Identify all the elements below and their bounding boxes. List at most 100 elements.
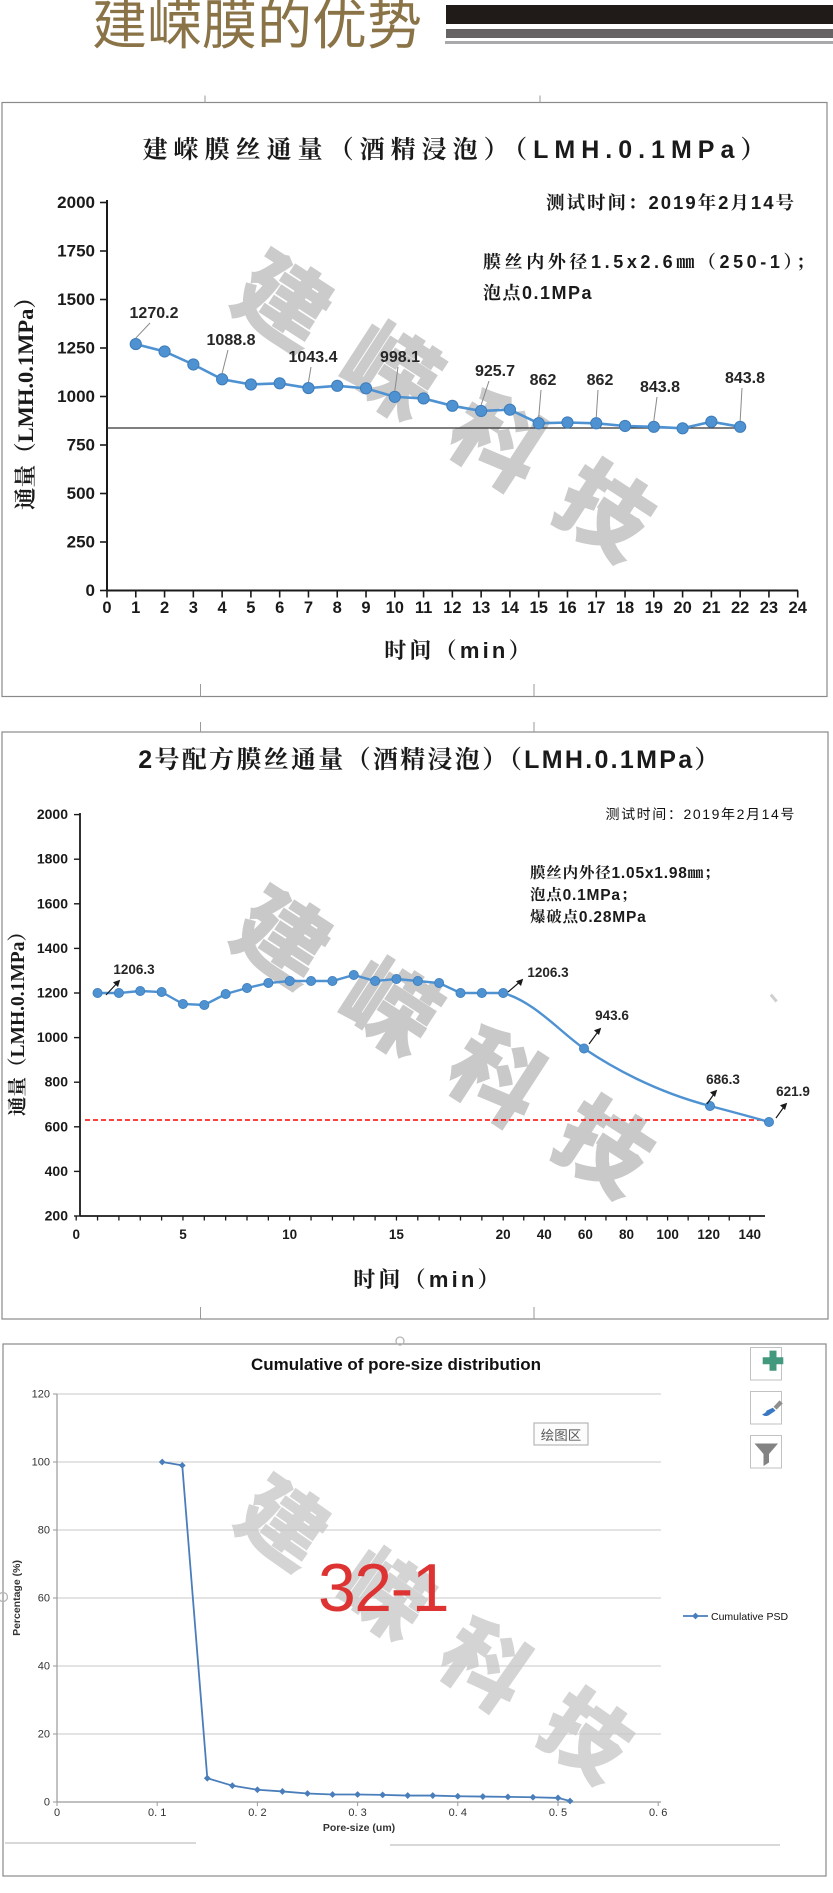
svg-text:0: 0 <box>44 1797 50 1809</box>
svg-text:10: 10 <box>386 599 404 617</box>
svg-text:1250: 1250 <box>57 339 95 358</box>
svg-text:4: 4 <box>218 599 228 617</box>
svg-text:膜丝内外径1.5x2.6㎜（250-1）；: 膜丝内外径1.5x2.6㎜（250-1）； <box>483 248 818 274</box>
svg-text:24: 24 <box>789 599 808 617</box>
svg-text:5: 5 <box>179 1227 187 1242</box>
svg-text:绘图区: 绘图区 <box>541 1424 582 1444</box>
svg-text:0. 1: 0. 1 <box>148 1807 166 1819</box>
svg-text:1206.3: 1206.3 <box>113 962 155 977</box>
svg-text:1088.8: 1088.8 <box>207 332 256 349</box>
svg-text:20: 20 <box>38 1729 50 1741</box>
svg-text:750: 750 <box>67 436 95 455</box>
svg-text:15: 15 <box>389 1227 405 1242</box>
svg-text:100: 100 <box>32 1457 50 1469</box>
svg-text:1043.4: 1043.4 <box>289 349 338 366</box>
svg-text:120: 120 <box>32 1389 50 1401</box>
svg-text:100: 100 <box>656 1227 679 1242</box>
svg-text:1400: 1400 <box>37 940 68 956</box>
svg-text:Percentage (%): Percentage (%) <box>11 1560 23 1636</box>
svg-text:800: 800 <box>45 1074 69 1090</box>
svg-text:925.7: 925.7 <box>475 363 515 380</box>
svg-text:60: 60 <box>38 1593 50 1605</box>
svg-text:1206.3: 1206.3 <box>527 965 569 980</box>
svg-text:1600: 1600 <box>37 895 68 911</box>
svg-text:120: 120 <box>697 1227 720 1242</box>
svg-text:12: 12 <box>443 599 461 617</box>
svg-text:泡点0.1MPa；: 泡点0.1MPa； <box>530 883 637 905</box>
svg-text:2号配方膜丝通量（酒精浸泡）（LMH.0.1MPa）: 2号配方膜丝通量（酒精浸泡）（LMH.0.1MPa） <box>138 740 721 776</box>
svg-text:7: 7 <box>304 599 313 617</box>
svg-text:200: 200 <box>45 1208 69 1224</box>
svg-text:862: 862 <box>587 372 614 389</box>
svg-text:1270.2: 1270.2 <box>130 305 179 322</box>
svg-text:通量（LMH.0.1MPa）: 通量（LMH.0.1MPa） <box>8 286 40 510</box>
svg-text:0. 2: 0. 2 <box>248 1807 266 1819</box>
svg-text:1500: 1500 <box>57 290 95 309</box>
svg-text:60: 60 <box>578 1227 593 1242</box>
svg-text:3: 3 <box>189 599 198 617</box>
svg-text:621.9: 621.9 <box>776 1084 810 1099</box>
svg-text:2000: 2000 <box>37 806 68 822</box>
svg-text:11: 11 <box>415 599 432 617</box>
svg-text:600: 600 <box>45 1118 69 1134</box>
svg-text:843.8: 843.8 <box>725 370 765 387</box>
svg-text:膜丝内外径1.05x1.98㎜；: 膜丝内外径1.05x1.98㎜； <box>530 861 720 883</box>
svg-text:400: 400 <box>45 1163 69 1179</box>
svg-text:686.3: 686.3 <box>706 1072 740 1087</box>
svg-text:测试时间：2019年2月14号: 测试时间：2019年2月14号 <box>605 804 796 824</box>
svg-text:Cumulative PSD: Cumulative PSD <box>711 1611 788 1623</box>
svg-text:862: 862 <box>530 372 557 389</box>
svg-text:时间（min）: 时间（min） <box>353 1263 503 1294</box>
svg-text:40: 40 <box>38 1661 50 1673</box>
svg-text:1200: 1200 <box>37 985 68 1001</box>
svg-text:20: 20 <box>496 1227 511 1242</box>
svg-text:32-1: 32-1 <box>318 1550 448 1626</box>
svg-text:500: 500 <box>67 484 95 503</box>
svg-text:2: 2 <box>160 599 169 617</box>
svg-text:250: 250 <box>67 533 95 552</box>
svg-text:17: 17 <box>587 599 605 617</box>
svg-text:爆破点0.28MPa: 爆破点0.28MPa <box>530 905 647 927</box>
svg-text:通量（LMH.0.1MPa）: 通量（LMH.0.1MPa） <box>2 922 30 1116</box>
svg-text:22: 22 <box>731 599 749 617</box>
svg-text:5: 5 <box>246 599 255 617</box>
svg-text:16: 16 <box>558 599 576 617</box>
svg-text:140: 140 <box>739 1227 762 1242</box>
svg-text:1: 1 <box>131 599 140 617</box>
svg-text:1800: 1800 <box>37 851 68 867</box>
svg-text:10: 10 <box>282 1227 297 1242</box>
svg-text:943.6: 943.6 <box>595 1008 629 1023</box>
svg-text:14: 14 <box>501 599 520 617</box>
svg-text:80: 80 <box>38 1525 50 1537</box>
svg-text:泡点0.1MPa: 泡点0.1MPa <box>483 279 593 305</box>
svg-text:18: 18 <box>616 599 634 617</box>
svg-text:80: 80 <box>619 1227 634 1242</box>
svg-text:0: 0 <box>72 1227 80 1242</box>
svg-text:6: 6 <box>275 599 284 617</box>
svg-text:测试时间：2019年2月14号: 测试时间：2019年2月14号 <box>546 189 796 215</box>
svg-text:1000: 1000 <box>57 387 95 406</box>
svg-text:2000: 2000 <box>57 193 95 212</box>
svg-text:15: 15 <box>530 599 548 617</box>
svg-text:23: 23 <box>760 599 778 617</box>
svg-text:8: 8 <box>333 599 342 617</box>
svg-text:843.8: 843.8 <box>640 379 680 396</box>
svg-text:1000: 1000 <box>37 1029 68 1045</box>
svg-text:40: 40 <box>537 1227 552 1242</box>
svg-text:21: 21 <box>702 599 720 617</box>
svg-text:9: 9 <box>361 599 370 617</box>
svg-text:0. 5: 0. 5 <box>549 1807 567 1819</box>
svg-text:0: 0 <box>86 581 95 600</box>
svg-text:建嵘膜丝通量（酒精浸泡）（LMH.0.1MPa）: 建嵘膜丝通量（酒精浸泡）（LMH.0.1MPa） <box>143 130 772 166</box>
svg-text:0. 3: 0. 3 <box>348 1807 366 1819</box>
svg-text:0. 6: 0. 6 <box>649 1807 667 1819</box>
svg-text:Cumulative of pore-size distri: Cumulative of pore-size distribution <box>251 1355 541 1374</box>
svg-text:0: 0 <box>102 599 111 617</box>
svg-text:0. 4: 0. 4 <box>449 1807 467 1819</box>
svg-text:19: 19 <box>645 599 663 617</box>
svg-text:1750: 1750 <box>57 242 95 261</box>
svg-text:20: 20 <box>673 599 691 617</box>
svg-text:Pore-size (um): Pore-size (um) <box>323 1822 395 1834</box>
svg-text:998.1: 998.1 <box>380 349 420 366</box>
svg-text:0: 0 <box>54 1807 60 1819</box>
